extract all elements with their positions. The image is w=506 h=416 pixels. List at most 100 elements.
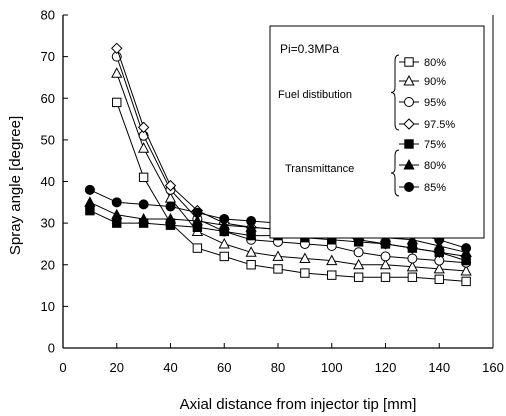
y-tick-label: 80 bbox=[41, 8, 55, 23]
legend-marker bbox=[403, 158, 415, 170]
legend-entry: 97.5% bbox=[399, 118, 455, 131]
data-point bbox=[112, 97, 122, 108]
legend-entry: 80% bbox=[399, 158, 446, 172]
data-point bbox=[137, 121, 150, 134]
data-point bbox=[219, 213, 230, 224]
data-point bbox=[380, 251, 391, 262]
data-point bbox=[84, 184, 95, 195]
legend-annotation: Pi=0.3MPa bbox=[280, 42, 339, 56]
data-point bbox=[246, 260, 256, 270]
legend-entry: 75% bbox=[399, 139, 446, 151]
data-point bbox=[164, 212, 177, 224]
series-line bbox=[116, 73, 467, 272]
legend-entry: 80% bbox=[399, 57, 446, 69]
data-point bbox=[192, 243, 203, 253]
legend-marker bbox=[404, 139, 414, 149]
legend-brace bbox=[390, 54, 400, 131]
legend-marker bbox=[404, 97, 414, 107]
data-point bbox=[461, 276, 471, 287]
y-tick-label: 10 bbox=[41, 299, 55, 314]
data-point bbox=[84, 196, 96, 207]
y-tick-label: 50 bbox=[41, 132, 55, 147]
data-point bbox=[164, 179, 177, 192]
data-point bbox=[111, 197, 122, 208]
data-point bbox=[246, 230, 256, 241]
data-point bbox=[353, 272, 364, 282]
data-point bbox=[165, 201, 176, 212]
data-point bbox=[245, 221, 257, 232]
y-tick-label: 0 bbox=[48, 341, 55, 356]
legend-marker bbox=[403, 118, 415, 130]
data-point bbox=[406, 233, 419, 245]
x-tick-label: 100 bbox=[321, 360, 343, 375]
y-tick-label: 20 bbox=[41, 257, 55, 272]
data-point bbox=[272, 250, 284, 261]
data-point bbox=[191, 214, 204, 226]
data-point bbox=[434, 274, 444, 285]
legend-brace bbox=[390, 149, 400, 197]
legend-marker bbox=[404, 182, 414, 192]
legend-entry-label: 75% bbox=[424, 139, 446, 151]
data-point bbox=[111, 208, 123, 220]
x-tick-label: 140 bbox=[428, 360, 450, 375]
data-point bbox=[111, 67, 123, 78]
data-point bbox=[433, 262, 445, 274]
legend: Pi=0.3MPa Fuel distibution Transmittance 80… bbox=[269, 25, 485, 239]
data-point bbox=[461, 255, 471, 266]
data-point bbox=[326, 254, 338, 266]
data-point bbox=[112, 218, 122, 228]
data-point bbox=[218, 219, 230, 230]
legend-entry-label: 80% bbox=[424, 160, 446, 172]
data-point bbox=[407, 272, 418, 282]
legend-entry-label: 85% bbox=[424, 182, 446, 194]
data-point bbox=[137, 142, 150, 153]
data-point bbox=[406, 260, 419, 272]
axes: 0 10 20 30 40 50 60 70 80 0 20 40 60 80 100 120 140 160 bbox=[41, 8, 504, 376]
data-point bbox=[138, 172, 149, 183]
data-point bbox=[273, 264, 283, 274]
data-point bbox=[353, 247, 364, 258]
data-point bbox=[111, 42, 123, 55]
x-tick-label: 20 bbox=[110, 360, 124, 375]
legend-entry-label: 90% bbox=[424, 76, 446, 88]
data-point bbox=[461, 243, 472, 254]
legend-entry: 85% bbox=[399, 182, 446, 194]
data-point bbox=[300, 268, 310, 278]
data-point bbox=[138, 199, 149, 210]
legend-entry-label: 80% bbox=[424, 57, 446, 69]
legend-entry: 90% bbox=[399, 74, 446, 88]
legend-marker bbox=[403, 74, 415, 86]
data-point bbox=[299, 252, 311, 264]
data-point bbox=[219, 251, 229, 262]
x-tick-label: 0 bbox=[59, 360, 66, 375]
data-point bbox=[245, 246, 257, 257]
y-tick-label: 40 bbox=[41, 174, 55, 189]
data-point bbox=[85, 205, 95, 216]
legend-marker bbox=[404, 57, 414, 67]
data-point bbox=[407, 243, 418, 253]
data-point bbox=[380, 272, 391, 282]
y-tick-label: 30 bbox=[41, 216, 55, 231]
x-tick-label: 40 bbox=[163, 360, 177, 375]
legend-box bbox=[269, 25, 485, 239]
y-tick-label: 70 bbox=[41, 49, 55, 64]
data-point bbox=[433, 239, 445, 251]
data-point bbox=[460, 264, 472, 276]
data-point bbox=[407, 253, 418, 264]
data-point bbox=[218, 237, 230, 249]
legend-group-label: Transmittance bbox=[285, 163, 354, 175]
legend-entry-label: 95% bbox=[424, 97, 446, 109]
data-point bbox=[137, 212, 150, 224]
series-1 bbox=[112, 97, 471, 287]
series-2 bbox=[111, 67, 472, 276]
data-point bbox=[327, 270, 337, 280]
y-tick-label: 60 bbox=[41, 91, 55, 106]
data-point bbox=[379, 258, 392, 270]
data-point bbox=[246, 216, 257, 227]
legend-entry-label: 97.5% bbox=[424, 119, 455, 131]
data-point bbox=[352, 258, 365, 270]
x-tick-label: 80 bbox=[271, 360, 285, 375]
x-tick-label: 60 bbox=[217, 360, 231, 375]
